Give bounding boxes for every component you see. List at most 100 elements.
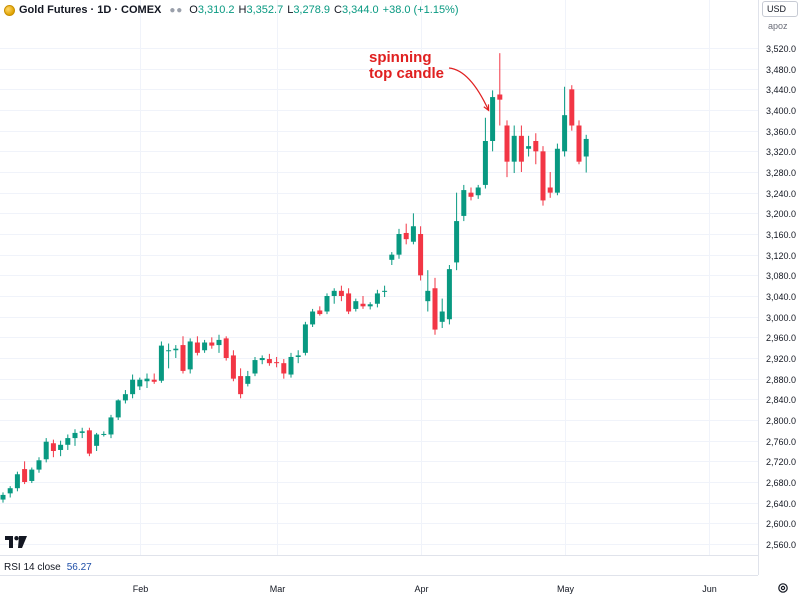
candle (115, 399, 121, 420)
rsi-indicator[interactable]: RSI 14 close 56.27 (4, 562, 92, 573)
gear-icon[interactable] (777, 581, 789, 599)
close-value: 3,344.0 (341, 4, 379, 16)
candle (14, 471, 20, 492)
candle (7, 486, 13, 498)
time-tick-label: Jun (702, 584, 717, 594)
candle (223, 336, 229, 361)
candle (554, 143, 560, 196)
candle-body (533, 141, 539, 152)
candle-body (295, 355, 301, 357)
candle-body (569, 89, 575, 126)
candle (382, 285, 388, 298)
candle-body (317, 310, 323, 315)
high-value: 3,352.7 (246, 4, 284, 16)
candle-body (230, 355, 236, 379)
candle-body (122, 394, 128, 401)
tradingview-logo-icon[interactable] (5, 535, 27, 553)
candle-body (425, 290, 431, 302)
price-axis[interactable]: 2,560.0 2,600.0 2,640.0 2,680.0 2,720.0 2,760… (766, 44, 796, 550)
candle-body (173, 348, 179, 351)
candle (194, 336, 200, 356)
annotation-line1: spinning (369, 49, 432, 66)
price-tick-label: 2,600.0 (766, 519, 796, 529)
candle (72, 429, 78, 446)
candle-body (79, 431, 85, 433)
candle-body (50, 443, 56, 451)
candle (324, 293, 330, 315)
price-tick-label: 2,880.0 (766, 375, 796, 385)
candle-body (302, 324, 308, 353)
time-axis[interactable]: Feb Mar Apr May Jun (133, 584, 717, 594)
price-tick-label: 3,440.0 (766, 85, 796, 95)
candle (43, 438, 49, 463)
candle-body (482, 141, 488, 185)
candle (482, 117, 488, 189)
candle (173, 345, 179, 358)
candle (238, 368, 244, 399)
candle (317, 306, 323, 316)
candle (65, 434, 71, 450)
candle (454, 192, 460, 271)
price-tick-label: 2,960.0 (766, 333, 796, 343)
price-tick-label: 3,240.0 (766, 189, 796, 199)
candle (266, 353, 272, 366)
price-tick-label: 2,720.0 (766, 457, 796, 467)
symbol-title[interactable]: Gold Futures · 1D · COMEX (19, 4, 162, 16)
currency-selector[interactable]: USD (762, 1, 798, 17)
price-tick-label: 3,520.0 (766, 44, 796, 54)
candle-body (115, 400, 121, 418)
candle-body (331, 290, 337, 296)
candle (511, 125, 517, 174)
price-tick-label: 3,480.0 (766, 65, 796, 75)
annotation-arrow (448, 67, 490, 111)
candle-body (338, 290, 344, 296)
price-tick-label: 2,560.0 (766, 540, 796, 550)
rsi-label: RSI 14 close (4, 562, 61, 573)
ohlc-values: O3,310.2 H3,352.7 L3,278.9 C3,344.0 +38.… (189, 4, 458, 16)
candles (0, 53, 589, 503)
candle-body (36, 460, 42, 470)
candle (94, 432, 100, 451)
candle (202, 339, 208, 353)
candle (274, 356, 280, 368)
candle-body (374, 293, 380, 304)
candle (569, 85, 575, 131)
candle-body (490, 97, 496, 141)
candle (0, 492, 6, 503)
price-tick-label: 3,320.0 (766, 147, 796, 157)
candle (432, 277, 438, 335)
candle-body (360, 303, 366, 307)
candle-body (0, 494, 6, 500)
candle-body (144, 378, 150, 382)
candle-body (468, 192, 474, 197)
candle-body (86, 430, 92, 454)
candle (425, 270, 431, 312)
low-value: 3,278.9 (293, 4, 331, 16)
candle-body (65, 438, 71, 445)
candle-body (288, 356, 294, 375)
candle-body (108, 417, 114, 435)
candle (490, 90, 496, 152)
price-tick-label: 3,360.0 (766, 127, 796, 137)
candle-body (94, 434, 100, 446)
time-tick-label: Mar (270, 584, 286, 594)
time-tick-label: May (557, 584, 575, 594)
candle-body (432, 288, 438, 330)
candle (295, 350, 301, 364)
price-tick-label: 3,160.0 (766, 230, 796, 240)
candle-body (461, 190, 467, 216)
more-dots-icon[interactable]: ● ● (169, 4, 182, 16)
candle-body (475, 187, 481, 196)
candle (151, 373, 157, 384)
candle-body (547, 187, 553, 193)
candle (504, 120, 510, 178)
gold-coin-icon[interactable] (4, 4, 15, 16)
rsi-value: 56.27 (66, 562, 92, 573)
candle (79, 427, 85, 439)
candle-body (274, 362, 280, 364)
price-tick-label: 3,000.0 (766, 313, 796, 323)
candle (360, 296, 366, 309)
unit-selector[interactable]: apoz (768, 21, 788, 31)
